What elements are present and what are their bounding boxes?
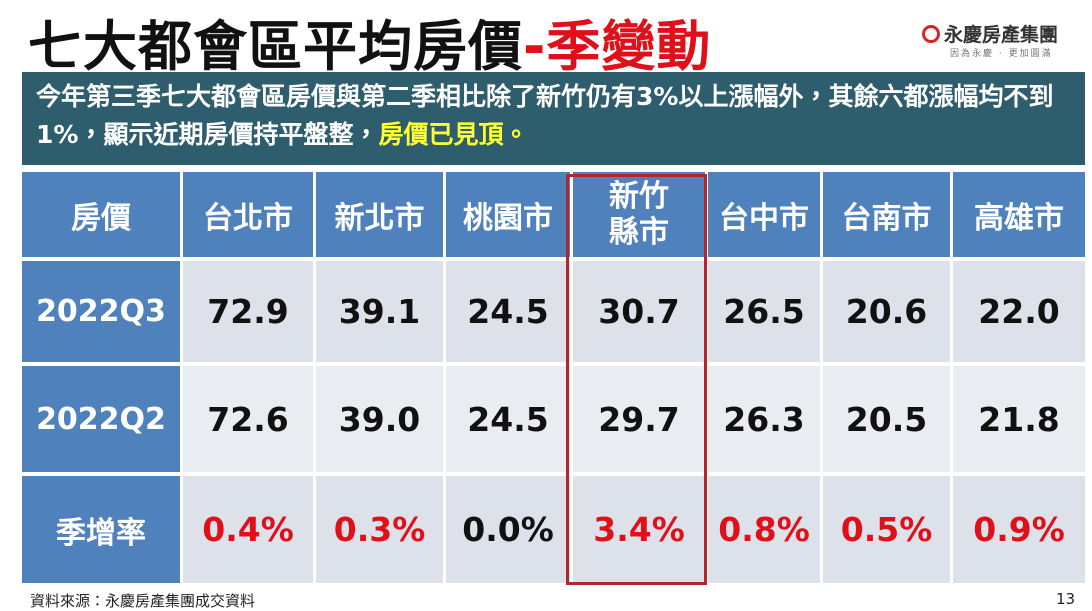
- header-cell: 桃園市: [446, 172, 570, 257]
- cell-text: 2022Q2: [36, 401, 166, 437]
- cell-text: 房價: [71, 200, 131, 236]
- value-cell: 26.3: [708, 366, 820, 472]
- cell-text: 26.5: [723, 292, 805, 331]
- banner: 今年第三季七大都會區房價與第二季相比除了新竹仍有3%以上漲幅外，其餘六都漲幅均不…: [22, 72, 1085, 165]
- title-main: 七大都會區平均房價: [28, 15, 523, 78]
- cell-text: 24.5: [467, 399, 549, 439]
- value-cell: 20.6: [823, 261, 950, 362]
- cell-text: 高雄市: [974, 200, 1064, 236]
- logo: 永慶房產集團: [922, 20, 1058, 47]
- cell-text: 39.0: [338, 399, 421, 439]
- row-label: 2022Q2: [22, 366, 180, 472]
- cell-text: 20.6: [845, 292, 928, 331]
- logo-text: 永慶房產集團: [944, 24, 1059, 46]
- logo-tagline: 因為永慶 · 更加圓滿: [950, 49, 1053, 59]
- title: 七大都會區平均房價-季變動: [28, 2, 711, 81]
- header-cell: 台南市: [823, 172, 950, 257]
- value-cell: 72.9: [183, 261, 313, 362]
- cell-text: 22.0: [978, 292, 1060, 331]
- value-cell: 0.4%: [183, 476, 313, 583]
- cell-text: 0.4%: [202, 510, 294, 549]
- title-suffix: -季變動: [523, 15, 712, 78]
- value-cell: 0.8%: [708, 476, 820, 583]
- cell-text: 29.7: [598, 399, 680, 439]
- cell-text: 新竹縣市: [609, 178, 669, 250]
- cell-text: 72.9: [207, 292, 289, 331]
- banner-highlight: 房價已見頂。: [378, 120, 529, 149]
- cell-text: 72.6: [207, 399, 289, 439]
- value-cell: 0.5%: [823, 476, 950, 583]
- value-cell: 24.5: [446, 261, 570, 362]
- value-cell: 39.1: [316, 261, 443, 362]
- value-cell: 26.5: [708, 261, 820, 362]
- header-cell: 新北市: [316, 172, 443, 257]
- value-cell: 39.0: [316, 366, 443, 472]
- header-cell: 高雄市: [953, 172, 1085, 257]
- cell-text: 0.0%: [462, 510, 554, 549]
- cell-text: 3.4%: [593, 510, 685, 549]
- cell-text: 季增率: [56, 515, 146, 551]
- cell-text: 台中市: [719, 200, 809, 236]
- cell-text: 新北市: [334, 200, 425, 236]
- source: 資料來源：永慶房產集團成交資料: [30, 592, 256, 610]
- value-cell: 22.0: [953, 261, 1085, 362]
- row-label: 2022Q3: [22, 261, 180, 362]
- value-cell: 0.3%: [316, 476, 443, 583]
- cell-text: 30.7: [598, 292, 680, 331]
- value-cell: 0.0%: [446, 476, 570, 583]
- cell-text: 2022Q3: [36, 294, 166, 329]
- cell-text: 桃園市: [463, 200, 553, 236]
- cell-text: 0.8%: [718, 510, 810, 549]
- value-cell: 29.7: [573, 366, 705, 472]
- cell-text: 26.3: [723, 399, 805, 439]
- value-cell: 3.4%: [573, 476, 705, 583]
- cell-text: 20.5: [845, 399, 928, 439]
- value-cell: 21.8: [953, 366, 1085, 472]
- header-cell: 新竹縣市: [573, 172, 705, 257]
- cell-text: 台北市: [203, 200, 293, 236]
- cell-text: 21.8: [978, 399, 1060, 439]
- cell-text: 台南市: [841, 200, 932, 236]
- page-number: 13: [1056, 590, 1076, 608]
- header-cell: 房價: [22, 172, 180, 257]
- highlight-box: [566, 174, 707, 585]
- value-cell: 30.7: [573, 261, 705, 362]
- value-cell: 24.5: [446, 366, 570, 472]
- value-cell: 0.9%: [953, 476, 1085, 583]
- value-cell: 20.5: [823, 366, 950, 472]
- logo-icon: [922, 25, 940, 43]
- cell-text: 39.1: [338, 292, 421, 331]
- cell-text: 24.5: [467, 292, 549, 331]
- cell-text: 0.5%: [840, 510, 933, 549]
- row-label: 季增率: [22, 476, 180, 583]
- banner-text: 今年第三季七大都會區房價與第二季相比除了新竹仍有3%以上漲幅外，其餘六都漲幅均不…: [36, 82, 1054, 149]
- header-cell: 台中市: [708, 172, 820, 257]
- header-cell: 台北市: [183, 172, 313, 257]
- cell-text: 0.9%: [973, 510, 1065, 549]
- cell-text: 0.3%: [333, 510, 426, 549]
- value-cell: 72.6: [183, 366, 313, 472]
